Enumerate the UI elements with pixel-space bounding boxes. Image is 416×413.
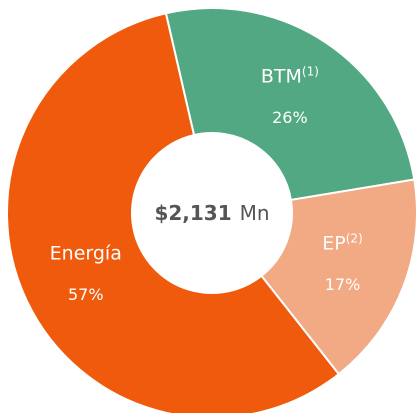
center-label: $2,131 Mn: [154, 201, 269, 225]
slices: [6, 7, 416, 413]
value-label: 26%: [272, 108, 308, 127]
labels: BTM(1) 26% EP(2) 17% Energía 57%: [50, 64, 363, 304]
value-label: 57%: [68, 285, 104, 304]
center-value: $2,131: [154, 201, 231, 225]
slice: [260, 178, 416, 376]
slice-label: Energía: [50, 242, 122, 264]
slice: [6, 12, 341, 413]
category-name: BTM: [261, 65, 302, 87]
center-unit: Mn: [240, 201, 270, 225]
category-name: Energía: [50, 242, 122, 264]
slice-label: BTM(1): [261, 64, 319, 87]
category-note: (1): [302, 64, 319, 78]
category-name: EP: [322, 232, 345, 254]
slice-label: EP(2): [322, 231, 362, 254]
value-label: 17%: [325, 275, 361, 294]
category-note: (2): [346, 231, 363, 245]
slice: [164, 7, 416, 202]
